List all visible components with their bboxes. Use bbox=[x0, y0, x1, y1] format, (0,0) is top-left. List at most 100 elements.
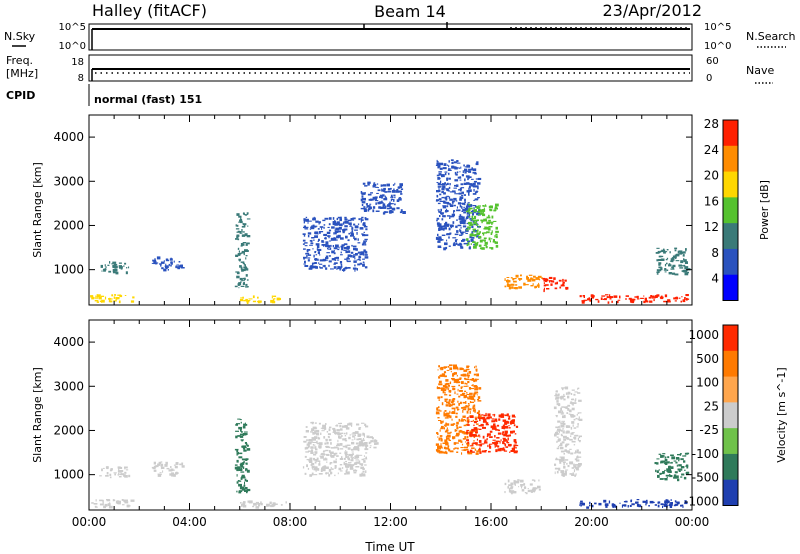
data-cell bbox=[106, 472, 109, 475]
data-cell bbox=[674, 257, 677, 259]
data-cell bbox=[443, 375, 447, 377]
data-cell bbox=[243, 262, 245, 266]
data-cell bbox=[348, 463, 350, 466]
data-cell bbox=[330, 442, 332, 445]
data-cell bbox=[466, 215, 470, 218]
data-cell bbox=[472, 228, 477, 230]
data-cell bbox=[454, 179, 459, 182]
colorbar-segment bbox=[723, 120, 738, 147]
data-cell bbox=[681, 270, 684, 272]
data-cell bbox=[234, 285, 238, 288]
data-cell bbox=[456, 379, 460, 382]
data-cell bbox=[158, 461, 162, 465]
data-cell bbox=[333, 247, 338, 250]
data-cell bbox=[507, 479, 510, 483]
data-cell bbox=[385, 205, 387, 208]
data-cell bbox=[345, 444, 348, 446]
beam-title: Beam 14 bbox=[374, 2, 446, 21]
data-cell bbox=[377, 201, 381, 205]
data-cell bbox=[317, 442, 320, 445]
data-cell bbox=[518, 286, 522, 289]
data-cell bbox=[454, 391, 456, 395]
data-cell bbox=[474, 198, 479, 201]
data-cell bbox=[675, 457, 680, 460]
data-cell bbox=[178, 261, 181, 263]
data-cell bbox=[364, 266, 368, 269]
data-cell bbox=[479, 418, 481, 422]
data-cell bbox=[570, 435, 572, 437]
data-cell bbox=[472, 171, 477, 174]
data-cell bbox=[454, 184, 457, 187]
data-cell bbox=[542, 277, 546, 280]
data-cell bbox=[468, 246, 471, 250]
data-cell bbox=[311, 463, 315, 466]
data-cell bbox=[510, 490, 515, 494]
data-cell bbox=[332, 245, 335, 248]
data-cell bbox=[444, 417, 449, 419]
data-cell bbox=[486, 438, 488, 441]
data-cell bbox=[444, 171, 448, 173]
data-cell bbox=[464, 382, 466, 385]
data-cell bbox=[487, 433, 491, 436]
data-region bbox=[553, 386, 583, 477]
data-cell bbox=[671, 461, 673, 464]
data-cell bbox=[362, 182, 366, 185]
data-cell bbox=[242, 242, 247, 244]
data-cell bbox=[555, 396, 560, 399]
data-cell bbox=[456, 171, 459, 173]
data-cell bbox=[362, 261, 365, 263]
data-cell bbox=[503, 414, 506, 416]
data-cell bbox=[127, 505, 131, 507]
data-cell bbox=[461, 392, 466, 395]
data-cell bbox=[478, 434, 481, 436]
data-cell bbox=[358, 460, 361, 464]
data-cell bbox=[457, 381, 461, 384]
data-cell bbox=[368, 441, 371, 445]
data-cell bbox=[399, 211, 403, 214]
data-cell bbox=[468, 243, 470, 246]
data-cell bbox=[462, 373, 467, 377]
data-cell bbox=[303, 436, 307, 438]
data-cell bbox=[461, 174, 464, 177]
data-cell bbox=[442, 185, 446, 189]
data-cell bbox=[235, 224, 237, 227]
data-cell bbox=[562, 421, 565, 424]
data-cell bbox=[625, 298, 627, 300]
data-cell bbox=[451, 411, 456, 414]
data-cell bbox=[440, 396, 443, 399]
data-cell bbox=[686, 472, 688, 475]
data-cell bbox=[442, 442, 447, 444]
data-cell bbox=[120, 471, 122, 474]
data-cell bbox=[325, 255, 329, 259]
data-cell bbox=[449, 381, 452, 385]
data-cell bbox=[445, 412, 450, 415]
data-cell bbox=[561, 406, 565, 408]
data-cell bbox=[513, 482, 516, 485]
data-cell bbox=[560, 422, 564, 425]
data-cell bbox=[513, 447, 517, 449]
data-cell bbox=[398, 186, 400, 188]
data-cell bbox=[320, 432, 322, 435]
data-cell bbox=[438, 420, 442, 421]
data-cell bbox=[350, 456, 353, 458]
data-cell bbox=[492, 442, 495, 444]
data-cell bbox=[631, 300, 635, 304]
data-cell bbox=[361, 201, 366, 204]
data-cell bbox=[571, 407, 575, 411]
data-cell bbox=[565, 469, 569, 471]
data-cell bbox=[437, 245, 442, 248]
data-cell bbox=[237, 230, 240, 233]
data-cell bbox=[579, 502, 581, 505]
data-cell bbox=[464, 201, 466, 203]
data-cell bbox=[446, 239, 448, 242]
data-cell bbox=[235, 238, 238, 240]
data-cell bbox=[476, 420, 479, 422]
xaxis-title: Time UT bbox=[364, 540, 415, 554]
data-cell bbox=[479, 239, 483, 243]
data-cell bbox=[360, 218, 363, 220]
data-cell bbox=[478, 417, 482, 419]
data-cell bbox=[153, 259, 156, 262]
velocity-ylabel: Slant Range [km] bbox=[31, 367, 44, 463]
data-cell bbox=[452, 436, 456, 439]
data-cell bbox=[236, 481, 239, 484]
